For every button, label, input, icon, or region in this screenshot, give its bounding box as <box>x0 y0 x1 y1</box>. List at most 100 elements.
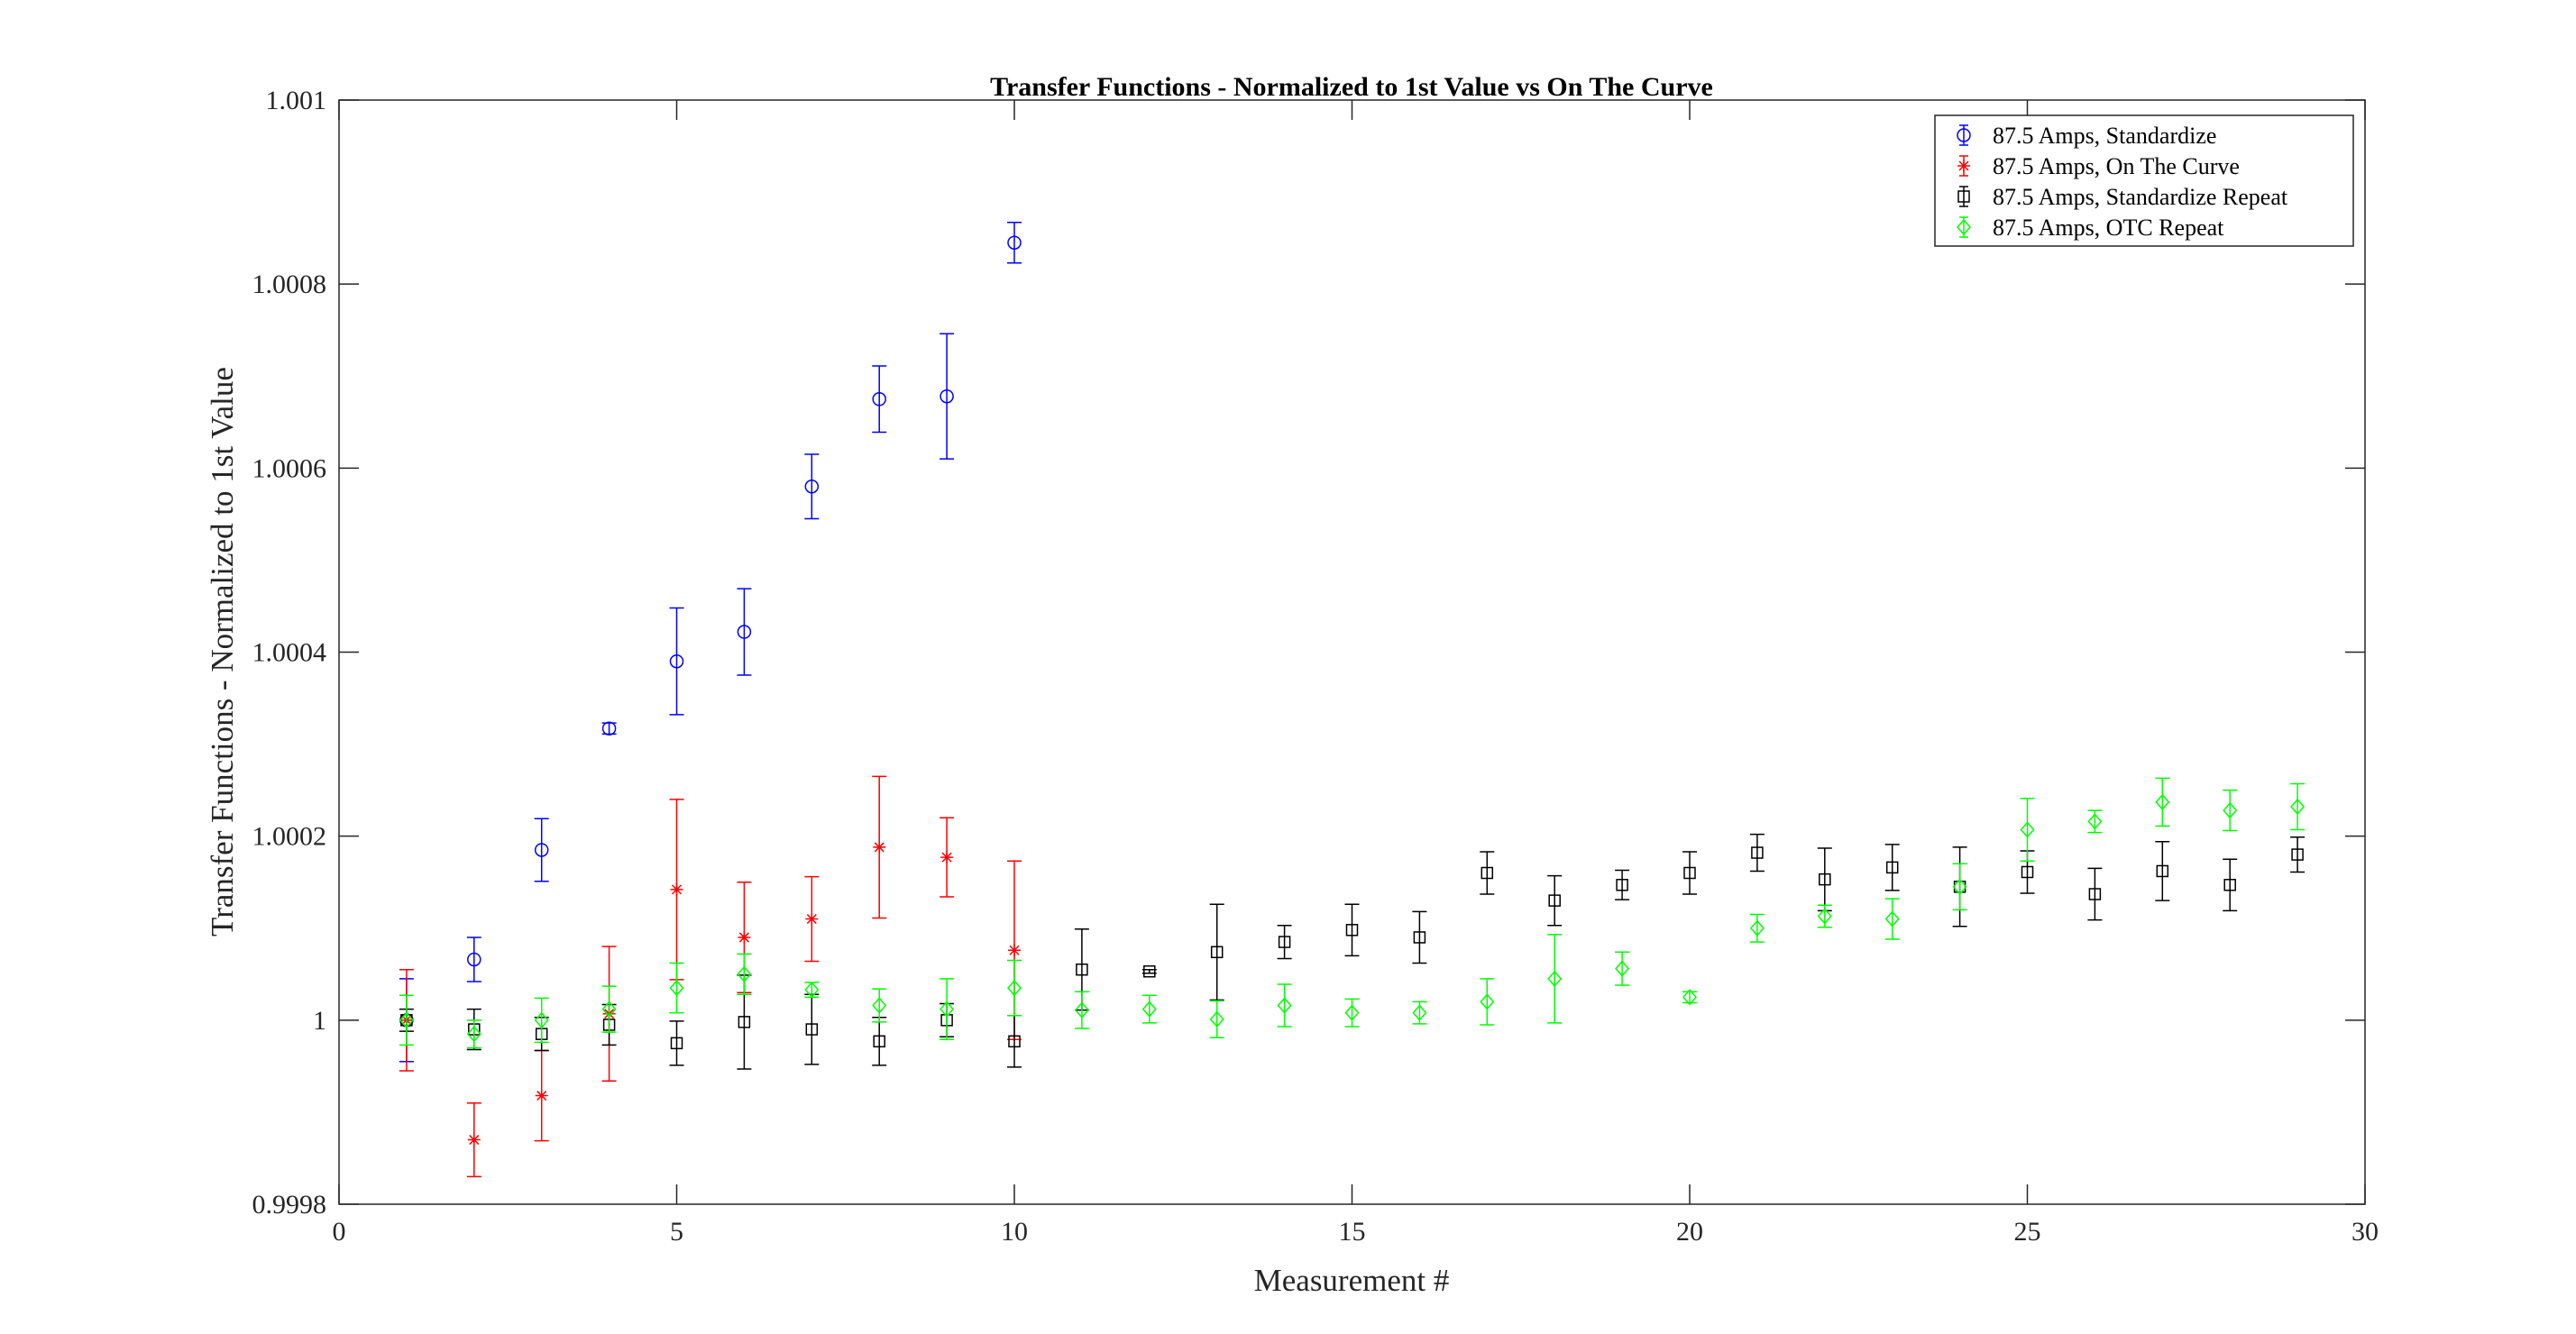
data-point <box>940 817 955 898</box>
point-marker <box>670 1037 683 1050</box>
legend-entry: 87.5 Amps, Standardize <box>1957 123 2216 149</box>
data-point <box>2155 777 2170 827</box>
error-bar <box>669 1020 684 1066</box>
point-marker <box>670 882 683 896</box>
point-marker <box>940 1000 955 1018</box>
point-marker <box>2290 798 2306 816</box>
legend-entry: 87.5 Amps, On The Curve <box>1957 153 2240 179</box>
point-marker <box>1413 931 1426 944</box>
error-bar <box>2223 858 2238 912</box>
data-point <box>2223 789 2238 832</box>
point-marker <box>1548 894 1561 907</box>
x-tick-label: 5 <box>670 1217 683 1247</box>
point-marker <box>1819 873 1831 886</box>
y-tick-label: 1.0002 <box>252 822 327 852</box>
point-marker <box>1278 936 1291 948</box>
data-point <box>1547 874 1563 927</box>
plot-area <box>338 99 2366 1205</box>
data-point <box>1884 844 1900 891</box>
point-marker <box>873 840 886 854</box>
error-bar <box>601 985 617 1033</box>
point-marker <box>601 1000 617 1018</box>
point-marker <box>2291 848 2304 861</box>
error-bar <box>737 953 752 995</box>
y-tick-label: 1.0006 <box>252 453 327 483</box>
legend-error-bar <box>1959 186 1968 207</box>
data-point <box>466 1101 481 1178</box>
point-marker <box>1008 944 1021 957</box>
point-marker <box>1076 963 1088 976</box>
data-point <box>737 953 752 995</box>
legend-entry: 87.5 Amps, OTC Repeat <box>1957 215 2224 241</box>
error-bar <box>2223 789 2238 832</box>
point-marker <box>2021 865 2034 879</box>
error-bar <box>1141 994 1157 1024</box>
legend-marker <box>1957 128 1971 142</box>
point-marker <box>804 480 820 494</box>
error-bar <box>1884 898 1900 940</box>
y-tick-label: 1.0008 <box>252 270 327 299</box>
data-point <box>940 333 955 460</box>
error-bar <box>1884 844 1900 891</box>
point-marker <box>738 1016 751 1028</box>
error-bar <box>2155 841 2170 901</box>
legend-entries: 87.5 Amps, Standardize 87.5 Amps, On The … <box>1957 123 2288 241</box>
point-marker <box>872 392 886 407</box>
legend-box <box>1934 114 2354 247</box>
point-marker <box>1007 979 1022 997</box>
error-bar <box>1952 863 1967 911</box>
point-marker <box>738 930 751 944</box>
x-tick-label: 10 <box>1001 1217 1028 1247</box>
series-2 <box>399 775 1022 1178</box>
point-marker <box>2223 879 2236 891</box>
point-marker <box>1143 964 1156 978</box>
data-point <box>1480 851 1495 895</box>
data-point <box>1682 851 1697 895</box>
error-bar <box>601 722 617 736</box>
data-point <box>804 982 820 999</box>
legend: 87.5 Amps, Standardize 87.5 Amps, On The … <box>1934 114 2354 247</box>
point-marker <box>873 1035 885 1048</box>
error-bar <box>1209 903 1224 1001</box>
error-bar <box>1615 869 1630 900</box>
y-axis-label: Transfer Functions - Normalized to 1st V… <box>205 367 240 937</box>
point-marker <box>399 1011 414 1028</box>
point-marker <box>535 1089 548 1102</box>
error-bar <box>872 365 887 434</box>
point-marker <box>601 721 617 736</box>
point-marker <box>2020 821 2035 838</box>
data-point <box>669 607 684 716</box>
series-layer <box>399 222 2306 1178</box>
point-marker <box>1277 997 1292 1014</box>
point-marker <box>1345 924 1359 937</box>
point-marker <box>737 965 752 982</box>
point-marker <box>1007 235 1022 250</box>
data-point <box>1749 833 1765 873</box>
error-bar <box>1480 978 1495 1026</box>
point-marker <box>1210 946 1224 959</box>
legend-label: 87.5 Amps, OTC Repeat <box>1993 215 2224 241</box>
point-marker <box>1141 1000 1157 1018</box>
data-point <box>534 818 549 882</box>
data-point <box>737 588 752 676</box>
point-marker <box>940 851 954 864</box>
error-bar <box>1007 222 1022 264</box>
data-point <box>804 453 820 520</box>
y-tick-label: 1 <box>313 1006 326 1036</box>
point-marker <box>1074 1001 1089 1019</box>
point-marker <box>2087 813 2103 830</box>
point-marker <box>1682 989 1697 1006</box>
series-1 <box>399 222 1022 1063</box>
point-marker <box>1616 879 1628 891</box>
point-marker <box>1008 1035 1021 1048</box>
x-axis-label: Measurement # <box>1254 1263 1450 1298</box>
error-bar <box>534 818 549 882</box>
data-point <box>1007 222 1022 264</box>
point-marker <box>1209 1010 1224 1028</box>
data-point <box>2290 782 2306 831</box>
legend-label: 87.5 Amps, Standardize <box>1993 123 2216 149</box>
data-point <box>1209 903 1224 1001</box>
point-marker <box>669 653 684 669</box>
error-bar <box>1749 833 1765 873</box>
